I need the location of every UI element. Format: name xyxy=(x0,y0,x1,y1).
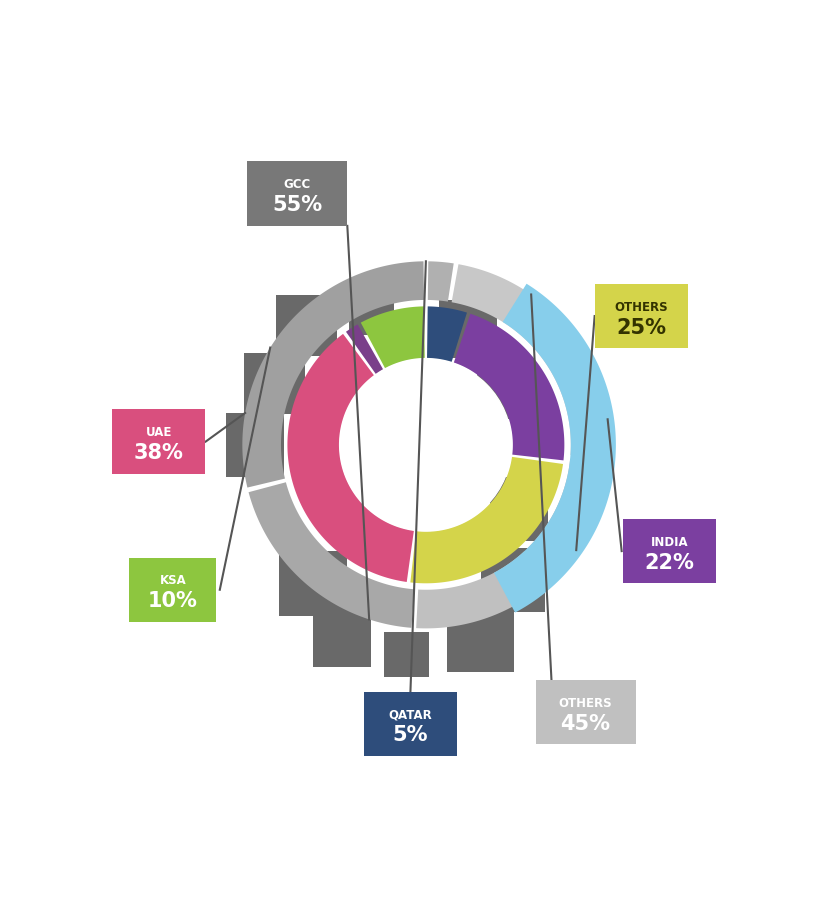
Polygon shape xyxy=(361,306,425,368)
FancyBboxPatch shape xyxy=(490,477,548,542)
Polygon shape xyxy=(243,261,424,488)
Polygon shape xyxy=(527,459,608,576)
FancyBboxPatch shape xyxy=(279,551,347,616)
FancyBboxPatch shape xyxy=(536,680,636,744)
FancyBboxPatch shape xyxy=(226,412,284,477)
Text: 55%: 55% xyxy=(272,195,322,215)
FancyBboxPatch shape xyxy=(622,519,716,583)
FancyBboxPatch shape xyxy=(247,161,347,226)
Polygon shape xyxy=(416,551,551,628)
Text: INDIA: INDIA xyxy=(651,536,688,549)
Text: GCC: GCC xyxy=(283,178,311,191)
Text: OTHERS: OTHERS xyxy=(558,697,612,709)
Text: 22%: 22% xyxy=(644,553,694,572)
Polygon shape xyxy=(428,261,454,302)
FancyBboxPatch shape xyxy=(349,291,394,336)
Text: 25%: 25% xyxy=(617,318,666,338)
FancyBboxPatch shape xyxy=(313,609,371,667)
FancyBboxPatch shape xyxy=(130,557,216,622)
FancyBboxPatch shape xyxy=(276,295,337,356)
Circle shape xyxy=(340,359,512,530)
Text: KSA: KSA xyxy=(160,574,186,587)
Text: 45%: 45% xyxy=(561,714,611,734)
Text: 38%: 38% xyxy=(134,443,184,464)
Polygon shape xyxy=(454,314,564,461)
Text: QATAR: QATAR xyxy=(389,708,432,721)
Polygon shape xyxy=(248,482,415,628)
Polygon shape xyxy=(427,306,467,362)
Text: OTHERS: OTHERS xyxy=(615,301,668,313)
Text: UAE: UAE xyxy=(145,426,172,439)
Polygon shape xyxy=(346,324,383,374)
Text: 10%: 10% xyxy=(148,591,198,611)
FancyBboxPatch shape xyxy=(244,353,305,414)
Polygon shape xyxy=(411,457,563,583)
FancyBboxPatch shape xyxy=(477,361,535,419)
FancyBboxPatch shape xyxy=(364,691,457,756)
FancyBboxPatch shape xyxy=(595,284,688,348)
Polygon shape xyxy=(494,284,616,613)
FancyBboxPatch shape xyxy=(480,548,545,612)
FancyBboxPatch shape xyxy=(439,300,497,358)
Polygon shape xyxy=(288,334,414,582)
Polygon shape xyxy=(451,265,609,457)
FancyBboxPatch shape xyxy=(112,410,205,473)
FancyBboxPatch shape xyxy=(447,604,514,672)
Text: 5%: 5% xyxy=(393,725,428,745)
FancyBboxPatch shape xyxy=(384,632,429,677)
